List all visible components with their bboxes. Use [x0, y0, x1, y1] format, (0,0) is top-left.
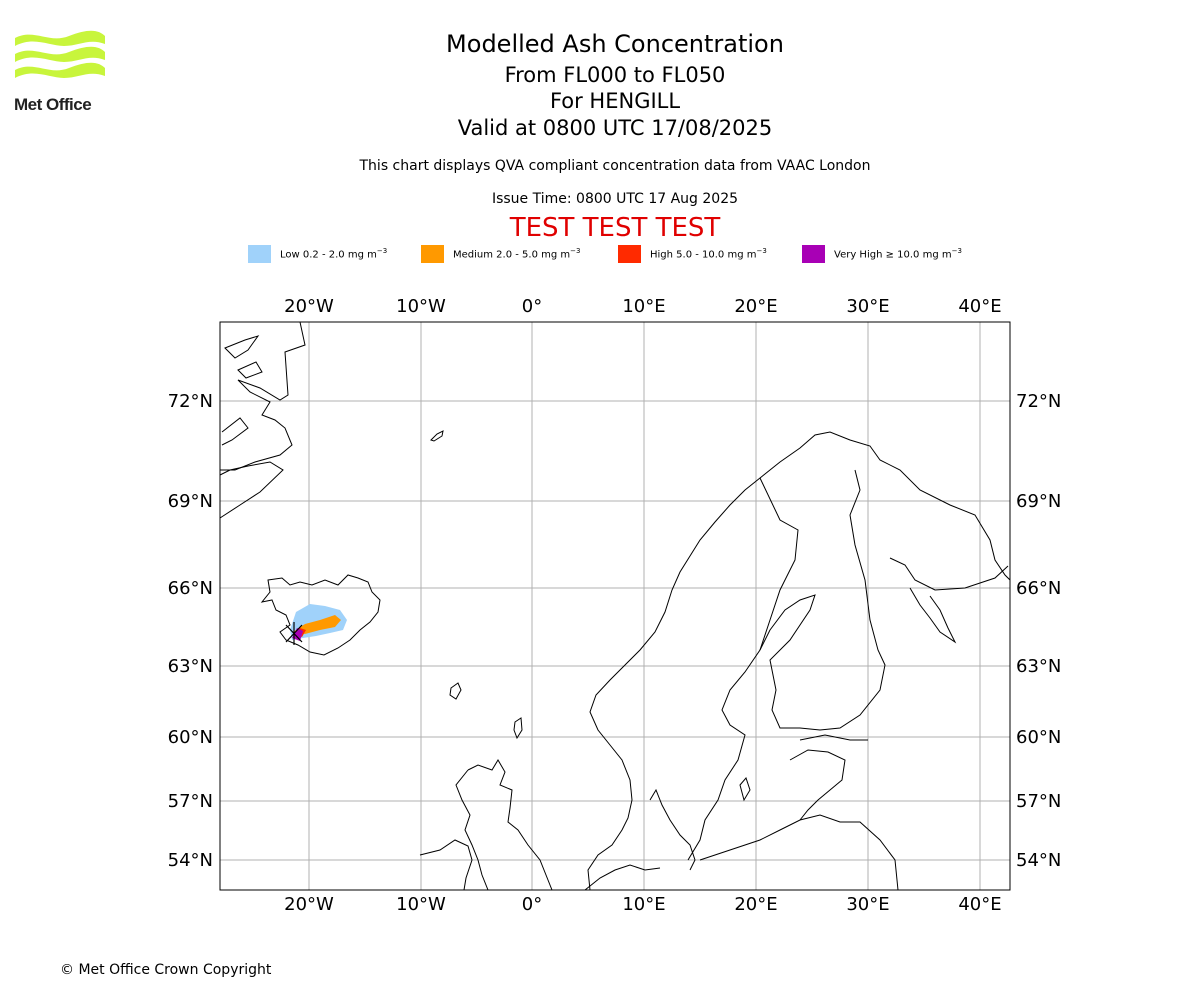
ireland-coast — [419, 839, 473, 891]
denmark-coast — [649, 788, 696, 871]
lat-label-right: 54°N — [1016, 850, 1061, 871]
white-sea — [909, 587, 957, 644]
germany-coast — [584, 864, 661, 891]
lon-label-bottom: 10°E — [622, 894, 665, 915]
jan-mayen — [430, 430, 444, 442]
chart-description: This chart displays QVA compliant concen… — [359, 158, 871, 174]
coastlines — [219, 321, 1011, 891]
lon-label-top: 30°E — [846, 296, 889, 317]
lon-label-bottom: 10°W — [396, 894, 446, 915]
greenland-fjord-2 — [237, 361, 263, 379]
ash-region-very-high — [292, 628, 303, 641]
greenland-fjord — [224, 335, 260, 359]
legend-swatch-low — [248, 245, 271, 263]
lon-label-top: 10°W — [396, 296, 446, 317]
map-frame — [219, 321, 1011, 891]
legend-swatch-very-high — [802, 245, 825, 263]
legend-item-high: High 5.0 - 10.0 mg m−3 — [618, 244, 767, 264]
gulf-of-finland — [799, 734, 868, 741]
great-britain-coast — [467, 759, 553, 891]
legend-label-high: High 5.0 - 10.0 mg m — [650, 249, 757, 261]
valid-time: Valid at 0800 UTC 17/08/2025 — [457, 116, 773, 140]
lon-label-bottom: 40°E — [958, 894, 1001, 915]
lon-labels-top: 20°W 10°W 0° 10°E 20°E 30°E 40°E — [284, 296, 1001, 317]
legend-item-low: Low 0.2 - 2.0 mg m−3 — [248, 244, 387, 264]
finland-coast — [759, 469, 886, 731]
issue-time: Issue Time: 0800 UTC 17 Aug 2025 — [491, 191, 739, 207]
lat-label-right: 57°N — [1016, 791, 1061, 812]
legend-unit-exponent: −3 — [570, 247, 581, 256]
volcano-name: For HENGILL — [549, 89, 681, 113]
lon-label-top: 20°W — [284, 296, 334, 317]
legend-unit-exponent: −3 — [951, 247, 962, 256]
norway-coast — [587, 431, 1011, 891]
chart-title: Modelled Ash Concentration — [446, 30, 784, 58]
lon-label-top: 40°E — [958, 296, 1001, 317]
greenland-coast-south — [219, 461, 284, 519]
legend-unit-exponent: −3 — [376, 247, 388, 256]
lon-labels-bottom: 20°W 10°W 0° 10°E 20°E 30°E 40°E — [284, 894, 1001, 915]
map-gridlines — [220, 322, 1010, 890]
lat-label-right: 72°N — [1016, 391, 1061, 412]
lon-label-top: 10°E — [622, 296, 665, 317]
lon-label-top: 0° — [522, 296, 542, 317]
lon-label-bottom: 20°E — [734, 894, 777, 915]
legend-label-very-high: Very High ≥ 10.0 mg m — [834, 249, 952, 261]
lon-label-bottom: 0° — [522, 894, 542, 915]
lat-label-left: 72°N — [168, 391, 213, 412]
greenland-coast — [220, 321, 306, 471]
legend-swatch-high — [618, 245, 641, 263]
copyright-notice: © Met Office Crown Copyright — [60, 962, 272, 978]
baltic-states — [789, 749, 846, 821]
lon-label-bottom: 30°E — [846, 894, 889, 915]
legend-label-medium: Medium 2.0 - 5.0 mg m — [453, 249, 571, 261]
lat-label-right: 60°N — [1016, 727, 1061, 748]
test-banner: TEST TEST TEST — [509, 213, 721, 243]
lon-label-top: 20°E — [734, 296, 777, 317]
legend-swatch-medium — [421, 245, 444, 263]
baltic-south — [699, 814, 899, 891]
volcano-source-marker — [285, 622, 303, 645]
lon-label-bottom: 20°W — [284, 894, 334, 915]
met-office-waves-icon — [15, 30, 105, 78]
greenland-fjord-3 — [221, 417, 249, 446]
lat-label-right: 69°N — [1016, 491, 1061, 512]
lat-label-left: 63°N — [168, 656, 213, 677]
lat-label-left: 57°N — [168, 791, 213, 812]
lat-label-right: 63°N — [1016, 656, 1061, 677]
sweden-east — [687, 477, 799, 861]
lat-label-left: 66°N — [168, 578, 213, 599]
legend-unit-exponent: −3 — [756, 247, 767, 256]
lat-label-left: 69°N — [168, 491, 213, 512]
lat-labels-left: 72°N 69°N 66°N 63°N 60°N 57°N 54°N — [168, 391, 213, 871]
lat-label-left: 54°N — [168, 850, 213, 871]
shetland — [513, 717, 523, 740]
iceland-coast — [260, 574, 381, 656]
faroe-islands — [449, 682, 462, 700]
legend-item-very-high: Very High ≥ 10.0 mg m−3 — [802, 244, 962, 264]
flight-level-range: From FL000 to FL050 — [504, 63, 726, 87]
kola-peninsula — [889, 557, 1009, 591]
lat-label-right: 66°N — [1016, 578, 1061, 599]
lat-labels-right: 72°N 69°N 66°N 63°N 60°N 57°N 54°N — [1016, 391, 1061, 871]
logo-text: Met Office — [14, 95, 92, 114]
scotland-west — [455, 769, 489, 891]
legend-label-low: Low 0.2 - 2.0 mg m — [280, 249, 377, 261]
met-office-logo: Met Office — [14, 30, 109, 114]
ash-plume — [285, 604, 347, 645]
ash-region-medium — [293, 615, 341, 634]
legend-item-medium: Medium 2.0 - 5.0 mg m−3 — [421, 244, 580, 264]
lat-label-left: 60°N — [168, 727, 213, 748]
gotland — [739, 777, 751, 802]
